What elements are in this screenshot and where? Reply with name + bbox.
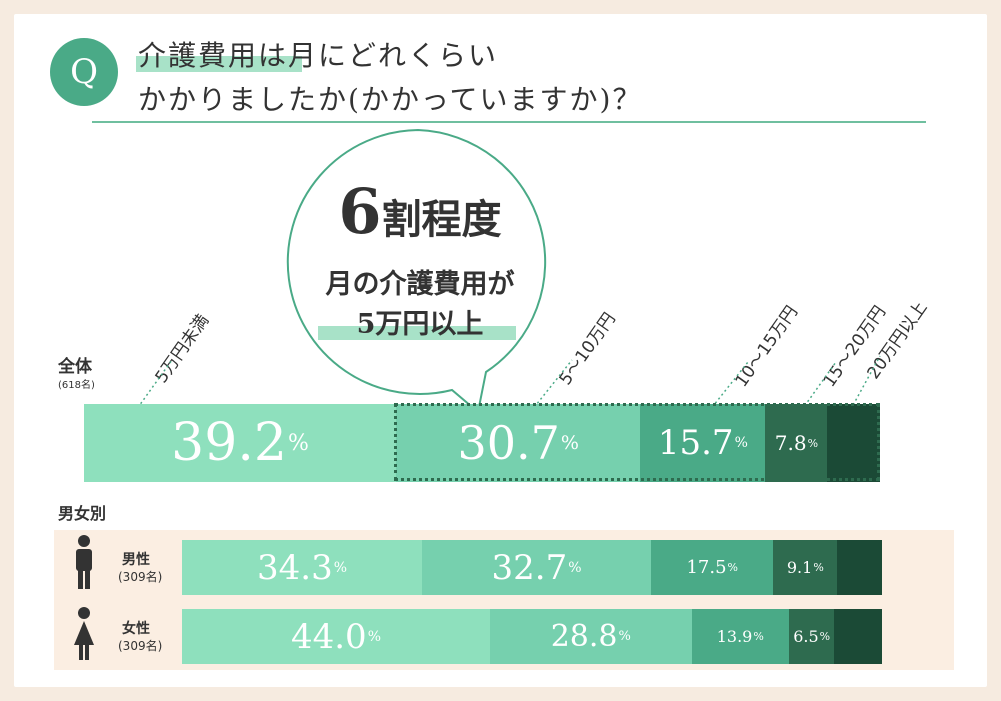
female-icon [78,607,90,619]
male-label: 男性 [122,552,150,568]
overall-unit-4: % [807,436,819,450]
male-segment-1: 34.3% [182,540,423,595]
female-segment-4: 6.5% [788,609,835,664]
female-unit-2: % [618,629,631,644]
male-segment-2: 32.7% [422,540,651,595]
male-unit-2: % [568,559,582,576]
male-segment-3: 17.5% [650,540,774,595]
overall-unit-2: % [560,432,579,454]
overall-segment-3: 15.7% [640,404,766,482]
bar-female: 44.0% 28.8% 13.9% 6.5% [182,609,882,664]
overall-segment-2: 30.7% [396,404,641,482]
question-badge: Q [50,38,118,106]
overall-count: (618名) [58,380,95,391]
female-unit-3: % [753,630,764,643]
gender-section-label: 男女別 [58,504,107,523]
female-segment-5 [834,609,882,664]
female-value-2: 28.8 [550,619,618,654]
female-unit-1: % [367,628,381,645]
male-value-3: 17.5 [686,557,727,578]
question-line-1: 介護費用は月にどれくらい [138,39,499,72]
female-segment-1: 44.0% [182,609,490,664]
question-line-2: かかりましたか(かかっていますか)？ [138,83,643,116]
bar-male: 34.3% 32.7% 17.5% 9.1% [182,540,882,595]
male-icon [78,535,90,547]
male-segment-4: 9.1% [773,540,838,595]
overall-label: 全体 [58,357,92,377]
overall-segment-1: 39.2% [84,404,397,482]
male-value-1: 34.3 [257,547,333,588]
male-unit-4: % [813,561,824,574]
callout-highlight [318,326,516,340]
female-value-3: 13.9 [716,627,753,646]
male-value-4: 9.1 [786,558,813,577]
overall-unit-1: % [287,430,309,456]
female-value-4: 6.5 [793,627,819,646]
overall-value-2: 30.7 [457,416,560,470]
bar-overall: 39.2% 30.7% 15.7% 7.8% [84,404,880,482]
question-highlight [136,56,302,72]
callout-line-1: 月の介護費用が [325,269,515,300]
overall-unit-3: % [734,435,748,451]
male-segment-5 [837,540,882,595]
callout-headline: 6割程度 [338,175,502,248]
female-segment-2: 28.8% [490,609,692,664]
male-value-2: 32.7 [491,547,568,588]
overall-value-4: 7.8 [774,431,807,455]
female-count: (309名) [118,639,163,653]
male-unit-1: % [333,559,348,576]
overall-value-1: 39.2 [171,413,287,473]
callout-line-2: 5万円以上 [356,309,484,340]
male-count: (309名) [118,570,163,584]
overall-segment-5 [827,404,880,482]
overall-segment-4: 7.8% [765,404,828,482]
female-segment-3: 13.9% [691,609,789,664]
overall-value-3: 15.7 [657,423,734,463]
male-unit-3: % [727,561,738,574]
female-unit-4: % [819,630,831,643]
female-label: 女性 [122,621,150,637]
header-divider [92,121,926,123]
female-value-1: 44.0 [290,616,367,657]
